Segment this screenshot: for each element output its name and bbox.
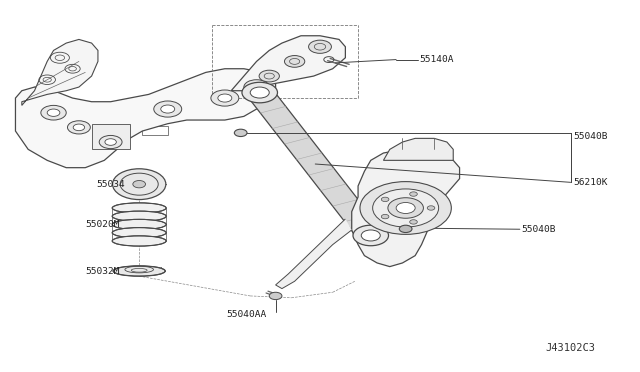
Bar [142,125,168,135]
Circle shape [41,105,66,120]
Polygon shape [15,69,276,168]
Circle shape [410,192,417,196]
Circle shape [353,225,388,246]
Ellipse shape [113,266,165,276]
Text: 55034: 55034 [97,180,125,189]
Circle shape [234,129,247,137]
Polygon shape [352,149,460,267]
Text: 55032M: 55032M [85,266,120,276]
Ellipse shape [112,219,166,230]
Text: 55040AA: 55040AA [226,310,266,319]
Circle shape [99,135,122,149]
Circle shape [73,124,84,131]
Circle shape [218,94,232,102]
Polygon shape [383,138,453,160]
Ellipse shape [112,236,166,246]
Bar [193,102,225,113]
Text: 55140A: 55140A [420,55,454,64]
Text: 55040B: 55040B [574,132,608,141]
Text: 56210K: 56210K [574,178,608,187]
Circle shape [269,292,282,299]
Circle shape [381,197,389,202]
Circle shape [105,139,116,145]
Circle shape [113,169,166,199]
Circle shape [250,83,263,91]
Circle shape [428,206,435,210]
Polygon shape [247,89,383,239]
Circle shape [372,189,438,227]
Circle shape [242,82,278,103]
Circle shape [67,121,90,134]
Circle shape [396,202,415,214]
Polygon shape [22,39,98,105]
Circle shape [250,87,269,98]
Polygon shape [231,36,346,91]
Circle shape [308,40,332,53]
Circle shape [381,214,389,219]
Ellipse shape [112,211,166,221]
Ellipse shape [112,228,166,238]
Circle shape [244,80,269,94]
Text: J43102C3: J43102C3 [545,343,595,353]
Circle shape [47,109,60,116]
Circle shape [388,198,424,218]
Ellipse shape [112,203,166,213]
Text: 55020M: 55020M [85,220,120,229]
Circle shape [211,90,239,106]
Circle shape [133,180,145,188]
Polygon shape [92,124,130,149]
Circle shape [360,182,451,234]
Circle shape [361,230,380,241]
Circle shape [399,225,412,232]
Circle shape [161,105,175,113]
Circle shape [259,70,280,82]
Text: 55040B: 55040B [522,225,556,234]
Circle shape [284,55,305,67]
Polygon shape [276,219,352,289]
Circle shape [410,220,417,224]
Circle shape [154,101,182,117]
